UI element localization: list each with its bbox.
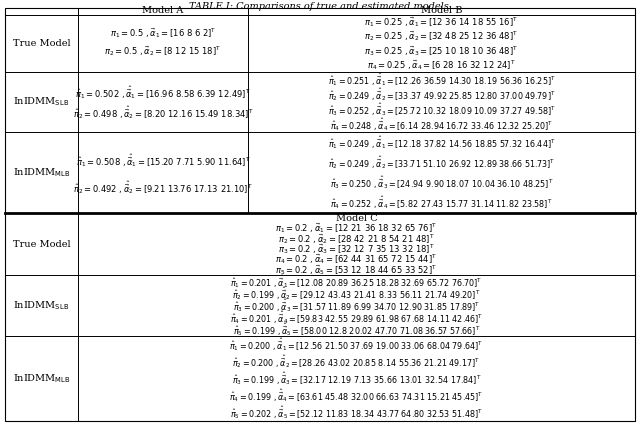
Text: $\hat{\pi}_5 = 0.202\ ,\hat{\vec{\alpha}}_5 = [52.12\ 11.83\ 18.34\ 43.77\ 64.80: $\hat{\pi}_5 = 0.202\ ,\hat{\vec{\alpha}… [230,404,483,421]
Text: True Model: True Model [13,39,70,48]
Text: InIDMM$_\mathrm{MLB}$: InIDMM$_\mathrm{MLB}$ [13,166,70,179]
Text: $\hat{\pi}_2 = 0.249\ ,\hat{\vec{\alpha}}_2 = [33.37\ 49.92\ 25.85\ 12.80\ 37.00: $\hat{\pi}_2 = 0.249\ ,\hat{\vec{\alpha}… [328,86,556,103]
Text: $\hat{\pi}_4 = 0.199\ ,\hat{\vec{\alpha}}_4 = [63.61\ 45.48\ 32.00\ 66.63\ 74.31: $\hat{\pi}_4 = 0.199\ ,\hat{\vec{\alpha}… [229,387,484,404]
Text: $\hat{\pi}_1 = 0.201\ ,\hat{\vec{\alpha}}_1 = [12.08\ 20.89\ 36.25\ 18.28\ 32.69: $\hat{\pi}_1 = 0.201\ ,\hat{\vec{\alpha}… [230,273,483,289]
Text: $\hat{\pi}_3 = 0.199\ ,\hat{\vec{\alpha}}_3 = [32.17\ 12.19\ 7.13\ 35.66\ 13.01\: $\hat{\pi}_3 = 0.199\ ,\hat{\vec{\alpha}… [232,370,481,387]
Text: $\hat{\pi}_1 = 0.502\ ,\hat{\vec{\alpha}}_1 = [16.96\ 8.58\ 6.39\ 12.49]^\mathrm: $\hat{\pi}_1 = 0.502\ ,\hat{\vec{\alpha}… [75,85,251,102]
Text: $\hat{\pi}_1 = 0.508\ ,\hat{\vec{\alpha}}_1 = [15.20\ 7.71\ 5.90\ 11.64]^\mathrm: $\hat{\pi}_1 = 0.508\ ,\hat{\vec{\alpha}… [76,152,250,169]
Text: $\hat{\pi}_2 = 0.199\ ,\hat{\vec{\alpha}}_2 = [29.12\ 43.43\ 21.41\ 8.33\ 56.11\: $\hat{\pi}_2 = 0.199\ ,\hat{\vec{\alpha}… [232,285,481,302]
Text: $\hat{\pi}_2 = 0.492\ ,\hat{\vec{\alpha}}_2 = [9.21\ 13.76\ 17.13\ 21.10]^\mathr: $\hat{\pi}_2 = 0.492\ ,\hat{\vec{\alpha}… [73,179,253,195]
Text: $\pi_1 = 0.25\ ,\vec{\alpha}_1 = [12\ 36\ 14\ 18\ 55\ 16]^\mathrm{T}$: $\pi_1 = 0.25\ ,\vec{\alpha}_1 = [12\ 36… [364,15,518,29]
Text: $\hat{\pi}_2 = 0.498\ ,\hat{\vec{\alpha}}_2 = [8.20\ 12.16\ 15.49\ 18.34]^\mathr: $\hat{\pi}_2 = 0.498\ ,\hat{\vec{\alpha}… [73,104,253,121]
Text: $\pi_2 = 0.25\ ,\vec{\alpha}_2 = [32\ 48\ 25\ 12\ 36\ 48]^\mathrm{T}$: $\pi_2 = 0.25\ ,\vec{\alpha}_2 = [32\ 48… [364,30,518,43]
Text: Model C: Model C [336,214,378,222]
Text: InIDMM$_\mathrm{SLB}$: InIDMM$_\mathrm{SLB}$ [13,96,70,108]
Text: $\pi_5 = 0.2\ ,\vec{\alpha}_5 = [53\ 12\ 18\ 44\ 65\ 33\ 52]^\mathrm{T}$: $\pi_5 = 0.2\ ,\vec{\alpha}_5 = [53\ 12\… [275,263,438,277]
Text: $\hat{\pi}_1 = 0.200\ ,\hat{\vec{\alpha}}_1 = [12.56\ 21.50\ 37.69\ 19.00\ 33.06: $\hat{\pi}_1 = 0.200\ ,\hat{\vec{\alpha}… [229,336,484,353]
Text: $\hat{\pi}_4 = 0.252\ ,\hat{\vec{\alpha}}_4 = [5.82\ 27.43\ 15.77\ 31.14\ 11.82\: $\hat{\pi}_4 = 0.252\ ,\hat{\vec{\alpha}… [330,195,553,211]
Text: $\pi_1 = 0.5\ ,\vec{\alpha}_1 = [16\ 8\ 6\ 2]^\mathrm{T}$: $\pi_1 = 0.5\ ,\vec{\alpha}_1 = [16\ 8\ … [109,27,216,41]
Text: $\pi_4 = 0.2\ ,\vec{\alpha}_4 = [62\ 44\ 31\ 65\ 72\ 15\ 44]^\mathrm{T}$: $\pi_4 = 0.2\ ,\vec{\alpha}_4 = [62\ 44\… [275,253,438,266]
Text: $\pi_4 = 0.25\ ,\vec{\alpha}_4 = [6\ 28\ 16\ 32\ 12\ 24]^\mathrm{T}$: $\pi_4 = 0.25\ ,\vec{\alpha}_4 = [6\ 28\… [367,58,516,72]
Text: $\hat{\pi}_1 = 0.249\ ,\hat{\vec{\alpha}}_1 = [12.18\ 37.82\ 14.56\ 18.85\ 57.32: $\hat{\pi}_1 = 0.249\ ,\hat{\vec{\alpha}… [328,134,556,151]
Text: $\hat{\pi}_5 = 0.199\ ,\hat{\vec{\alpha}}_5 = [58.00\ 12.8\ 20.02\ 47.70\ 71.08\: $\hat{\pi}_5 = 0.199\ ,\hat{\vec{\alpha}… [233,321,480,338]
Text: $\hat{\pi}_1 = 0.251\ ,\hat{\vec{\alpha}}_1 = [12.26\ 36.59\ 14.30\ 18.19\ 56.36: $\hat{\pi}_1 = 0.251\ ,\hat{\vec{\alpha}… [328,71,556,88]
Text: TABLE I: Comparisons of true and estimated models.: TABLE I: Comparisons of true and estimat… [189,2,451,11]
Text: True Model: True Model [13,239,70,248]
Text: InIDMM$_\mathrm{SLB}$: InIDMM$_\mathrm{SLB}$ [13,299,70,312]
Text: $\pi_1 = 0.2\ ,\vec{\alpha}_1 = [12\ 21\ 36\ 18\ 32\ 65\ 76]^\mathrm{T}$: $\pi_1 = 0.2\ ,\vec{\alpha}_1 = [12\ 21\… [275,222,438,236]
Text: $\hat{\pi}_2 = 0.200\ ,\hat{\vec{\alpha}}_2 = [28.26\ 43.02\ 20.85\ 8.14\ 55.36\: $\hat{\pi}_2 = 0.200\ ,\hat{\vec{\alpha}… [232,353,481,370]
Text: $\hat{\pi}_3 = 0.252\ ,\hat{\vec{\alpha}}_3 = [25.72\ 10.32\ 18.09\ 10.09\ 37.27: $\hat{\pi}_3 = 0.252\ ,\hat{\vec{\alpha}… [328,101,556,118]
Text: $\pi_3 = 0.25\ ,\vec{\alpha}_3 = [25\ 10\ 18\ 10\ 36\ 48]^\mathrm{T}$: $\pi_3 = 0.25\ ,\vec{\alpha}_3 = [25\ 10… [364,44,518,58]
Text: $\pi_2 = 0.5\ ,\vec{\alpha}_2 = [8\ 12\ 15\ 18]^\mathrm{T}$: $\pi_2 = 0.5\ ,\vec{\alpha}_2 = [8\ 12\ … [104,44,221,58]
Text: $\pi_2 = 0.2\ ,\vec{\alpha}_2 = [28\ 42\ 21\ 8\ 54\ 21\ 48]^\mathrm{T}$: $\pi_2 = 0.2\ ,\vec{\alpha}_2 = [28\ 42\… [278,232,435,246]
Text: Model A: Model A [142,5,184,14]
Text: $\pi_3 = 0.2\ ,\vec{\alpha}_3 = [32\ 12\ 7\ 35\ 13\ 32\ 18]^\mathrm{T}$: $\pi_3 = 0.2\ ,\vec{\alpha}_3 = [32\ 12\… [278,242,435,256]
Text: InIDMM$_\mathrm{MLB}$: InIDMM$_\mathrm{MLB}$ [13,372,70,385]
Text: $\hat{\pi}_2 = 0.249\ ,\hat{\vec{\alpha}}_2 = [33.71\ 51.10\ 26.92\ 12.89\ 38.66: $\hat{\pi}_2 = 0.249\ ,\hat{\vec{\alpha}… [328,154,555,171]
Text: $\hat{\pi}_3 = 0.250\ ,\hat{\vec{\alpha}}_3 = [24.94\ 9.90\ 18.07\ 10.04\ 36.10\: $\hat{\pi}_3 = 0.250\ ,\hat{\vec{\alpha}… [330,174,553,191]
Text: $\hat{\pi}_4 = 0.248\ ,\hat{\vec{\alpha}}_4 = [6.14\ 28.94\ 16.72\ 33.46\ 12.32\: $\hat{\pi}_4 = 0.248\ ,\hat{\vec{\alpha}… [330,116,553,133]
Text: $\hat{\pi}_4 = 0.201\ ,\hat{\vec{\alpha}}_4 = [59.83\ 42.55\ 29.89\ 61.98\ 67.68: $\hat{\pi}_4 = 0.201\ ,\hat{\vec{\alpha}… [230,309,483,326]
Text: $\hat{\pi}_3 = 0.200\ ,\hat{\vec{\alpha}}_3 = [31.57\ 11.89\ 6.99\ 34.70\ 12.90\: $\hat{\pi}_3 = 0.200\ ,\hat{\vec{\alpha}… [233,297,480,314]
Text: Model B: Model B [420,5,462,14]
